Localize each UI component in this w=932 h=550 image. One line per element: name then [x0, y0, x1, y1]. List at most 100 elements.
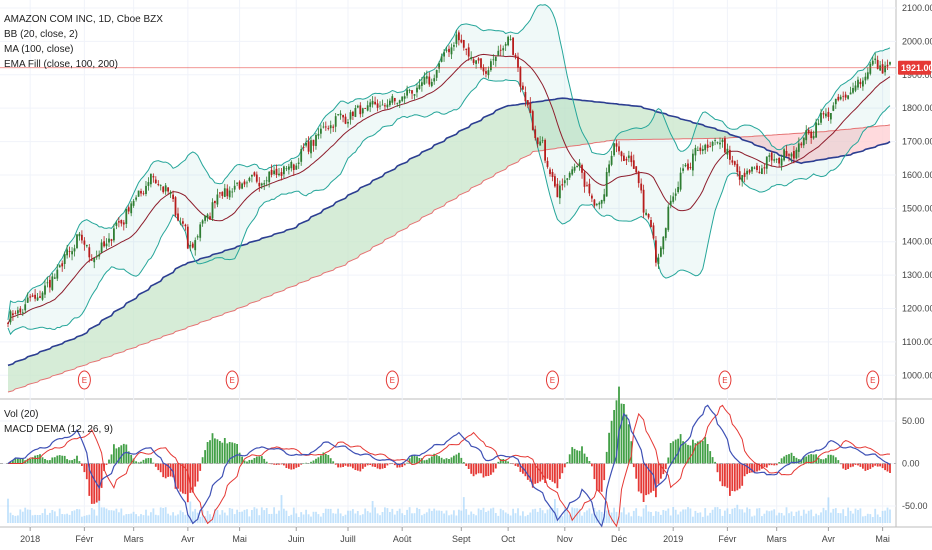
candle-body — [679, 172, 682, 190]
time-tick-label: Juin — [288, 534, 305, 544]
volume-bar — [36, 515, 39, 523]
volume-bar — [34, 514, 36, 523]
earnings-marker[interactable]: E — [718, 370, 732, 390]
candle-body — [401, 96, 404, 101]
candle-body — [554, 176, 556, 187]
candle-body — [541, 140, 544, 142]
volume-bar — [768, 511, 771, 523]
macd-histogram-bar — [477, 463, 480, 474]
volume-bar — [536, 511, 539, 523]
time-tick-label: Mars — [124, 534, 144, 544]
macd-histogram-bar — [243, 460, 246, 464]
candle-body — [645, 212, 647, 215]
macd-histogram-bar — [605, 451, 608, 464]
macd-histogram-bar — [194, 463, 197, 487]
macd-histogram-bar — [827, 454, 830, 464]
earnings-marker[interactable]: E — [77, 370, 91, 390]
candle-body — [371, 100, 374, 105]
candle-body — [719, 142, 721, 145]
volume-bar — [17, 515, 19, 523]
candle-body — [561, 184, 564, 186]
volume-bar — [223, 512, 226, 523]
volume-bar — [593, 508, 596, 523]
volume-bar — [440, 510, 443, 523]
candle-body — [7, 323, 9, 324]
candle-body — [199, 224, 202, 238]
volume-bar — [704, 508, 707, 523]
macd-histogram-bar — [736, 463, 739, 491]
macd-histogram-bar — [790, 452, 793, 464]
volume-bar — [519, 515, 522, 523]
macd-histogram-bar — [889, 463, 891, 473]
candle-body — [492, 59, 495, 61]
volume-bar — [186, 514, 189, 523]
macd-histogram-bar — [657, 463, 660, 484]
volume-bar — [46, 514, 49, 523]
candle-body — [152, 176, 155, 178]
ema-fill-area — [8, 98, 738, 392]
price-tick-label: 1200.00 — [902, 304, 932, 314]
volume-bar — [610, 512, 613, 523]
legend-ma100[interactable]: MA (100, close) — [4, 44, 74, 55]
candle-body — [637, 171, 640, 184]
macd-histogram-bar — [85, 463, 88, 480]
legend-volume[interactable]: Vol (20) — [4, 409, 39, 420]
candle-body — [58, 265, 61, 268]
macd-histogram-bar — [231, 442, 234, 464]
volume-bar — [265, 508, 268, 523]
volume-bar — [243, 509, 246, 523]
macd-histogram-bar — [721, 463, 724, 487]
volume-bar — [71, 511, 73, 523]
volume-bar — [389, 512, 391, 523]
candle-body — [334, 116, 337, 127]
volume-bar — [657, 511, 660, 523]
macd-histogram-bar — [275, 463, 278, 465]
candle-body — [778, 158, 780, 164]
macd-histogram-bar — [228, 442, 231, 464]
macd-histogram-bar — [546, 463, 549, 479]
macd-histogram-bar — [869, 463, 872, 469]
volume-bar — [268, 514, 271, 523]
macd-histogram-bar — [637, 463, 640, 492]
earnings-marker[interactable]: E — [866, 370, 880, 390]
macd-histogram-bar — [524, 463, 527, 477]
macd-histogram-bar — [682, 441, 684, 464]
candle-body — [211, 202, 214, 219]
volume-bar — [95, 515, 98, 523]
candle-body — [24, 304, 27, 311]
macd-histogram-bar — [425, 459, 428, 464]
macd-histogram-bar — [349, 463, 352, 467]
legend-ema-fill[interactable]: EMA Fill (close, 100, 200) — [4, 59, 118, 70]
macd-histogram-bar — [726, 463, 729, 488]
earnings-marker[interactable]: E — [385, 370, 399, 390]
earnings-marker[interactable]: E — [225, 370, 239, 390]
macd-histogram-bar — [73, 458, 76, 464]
macd-histogram-bar — [406, 462, 408, 464]
candle-body — [270, 169, 273, 175]
volume-bar — [844, 516, 847, 523]
macd-histogram-bar — [223, 438, 226, 464]
volume-bar — [741, 509, 744, 523]
volume-bar — [815, 513, 817, 523]
volume-bar — [29, 509, 32, 523]
candle-body — [627, 155, 630, 159]
volume-bar — [361, 514, 364, 523]
candle-body — [793, 151, 795, 159]
legend-bb[interactable]: BB (20, close, 2) — [4, 29, 78, 40]
candle-body — [852, 88, 854, 93]
candle-body — [327, 128, 330, 129]
macd-tick-label: 50.00 — [902, 416, 925, 426]
macd-histogram-bar — [874, 463, 877, 466]
earnings-marker[interactable]: E — [545, 370, 559, 390]
candle-body — [682, 168, 684, 171]
volume-bar — [763, 513, 766, 523]
candle-body — [726, 148, 729, 155]
macd-histogram-bar — [783, 456, 785, 464]
macd-histogram-bar — [704, 437, 707, 464]
candle-body — [83, 240, 86, 245]
volume-bar — [290, 514, 293, 523]
macd-histogram-bar — [169, 463, 172, 477]
legend-macd[interactable]: MACD DEMA (12, 26, 9) — [4, 424, 113, 435]
bb-upper-line — [7, 4, 891, 320]
